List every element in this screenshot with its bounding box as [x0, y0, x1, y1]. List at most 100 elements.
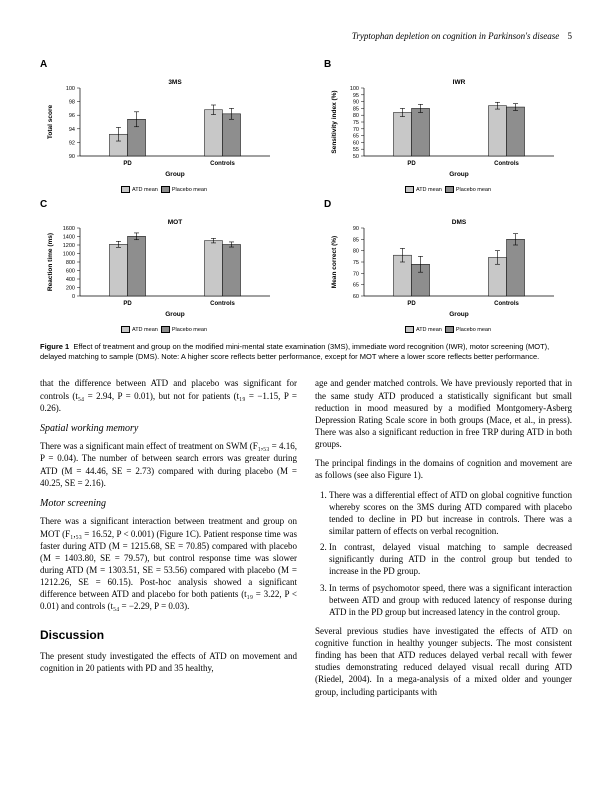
legend-label: Placebo mean [456, 187, 491, 193]
svg-text:Controls: Controls [494, 161, 519, 167]
bar-chart: 3MS9092949698100Total scorePDControlsGro… [40, 74, 288, 184]
svg-text:75: 75 [353, 120, 359, 126]
svg-text:75: 75 [353, 260, 359, 266]
svg-text:PD: PD [123, 301, 132, 307]
panel-label: D [324, 198, 331, 212]
svg-text:400: 400 [66, 277, 75, 283]
running-head: Tryptophan depletion on cognition in Par… [40, 30, 572, 42]
list-item: In contrast, delayed visual matching to … [329, 541, 572, 577]
chart-legend: ATD mean Placebo mean [324, 186, 572, 194]
legend-swatch-icon [445, 186, 454, 193]
svg-text:98: 98 [69, 99, 75, 105]
svg-text:Group: Group [449, 311, 469, 318]
svg-text:90: 90 [353, 226, 359, 232]
legend-swatch-icon [121, 326, 130, 333]
panel-d: D DMS 60 65 70 75 80 85 90 Mean correct (%) PD Cont… [324, 198, 572, 334]
svg-text:94: 94 [69, 126, 75, 132]
legend-label: ATD mean [132, 326, 158, 332]
svg-text:90: 90 [353, 99, 359, 105]
svg-text:60: 60 [353, 294, 359, 300]
svg-text:55: 55 [353, 147, 359, 153]
svg-text:60: 60 [353, 140, 359, 146]
legend-label: ATD mean [416, 326, 442, 332]
bar-chart: MOT02004006008001000120014001600Reaction… [40, 214, 288, 324]
list-item: In terms of psychomotor speed, there was… [329, 582, 572, 618]
panel-label: B [324, 58, 331, 72]
para-disc-3: Several previous studies have investigat… [315, 625, 572, 698]
body-columns: that the difference between ATD and plac… [40, 377, 572, 697]
bar-chart: DMS 60 65 70 75 80 85 90 Mean correct (%) PD Contr… [324, 214, 572, 324]
svg-text:85: 85 [353, 237, 359, 243]
legend-label: ATD mean [132, 187, 158, 193]
svg-text:1600: 1600 [63, 226, 75, 232]
findings-list: There was a differential effect of ATD o… [315, 489, 572, 618]
svg-text:200: 200 [66, 285, 75, 291]
svg-text:100: 100 [66, 86, 75, 92]
svg-text:1400: 1400 [63, 234, 75, 240]
svg-text:80: 80 [353, 248, 359, 254]
list-item: There was a differential effect of ATD o… [329, 489, 572, 538]
svg-text:800: 800 [66, 260, 75, 266]
svg-text:70: 70 [353, 271, 359, 277]
svg-text:Group: Group [165, 171, 185, 178]
heading-swm: Spatial working memory [40, 422, 297, 436]
legend-label: Placebo mean [172, 326, 207, 332]
heading-discussion: Discussion [40, 627, 297, 643]
svg-text:PD: PD [407, 301, 416, 307]
legend-label: ATD mean [416, 187, 442, 193]
svg-text:0: 0 [72, 294, 75, 300]
svg-text:Reaction time (ms): Reaction time (ms) [47, 232, 54, 290]
legend-swatch-icon [405, 186, 414, 193]
svg-text:Controls: Controls [210, 301, 235, 307]
svg-text:Sensitivity index (%): Sensitivity index (%) [331, 90, 338, 153]
figure-caption-text: Effect of treatment and group on the mod… [40, 342, 549, 361]
svg-text:MOT: MOT [168, 219, 182, 226]
svg-text:50: 50 [353, 154, 359, 160]
panel-a: A3MS9092949698100Total scorePDControlsGr… [40, 58, 288, 194]
chart-legend: ATD mean Placebo mean [40, 326, 288, 334]
figure-label: Figure 1 [40, 342, 69, 351]
heading-mot: Motor screening [40, 497, 297, 511]
running-title: Tryptophan depletion on cognition in Par… [352, 31, 559, 41]
svg-text:85: 85 [353, 106, 359, 112]
svg-text:65: 65 [353, 133, 359, 139]
legend-swatch-icon [405, 326, 414, 333]
legend-swatch-icon [445, 326, 454, 333]
para-mot: There was a significant interaction betw… [40, 515, 297, 612]
figure-caption: Figure 1 Effect of treatment and group o… [40, 342, 572, 362]
legend-swatch-icon [121, 186, 130, 193]
para-disc-2: age and gender matched controls. We have… [315, 377, 572, 450]
para-swm: There was a significant main effect of t… [40, 440, 297, 489]
svg-text:65: 65 [353, 282, 359, 288]
legend-label: Placebo mean [172, 187, 207, 193]
svg-text:1200: 1200 [63, 243, 75, 249]
svg-text:95: 95 [353, 92, 359, 98]
svg-text:Controls: Controls [494, 301, 519, 307]
figure-1: A 3MS 90 92 94 96 98 100 Total score PD Controls Gr… [40, 58, 572, 361]
svg-text:Group: Group [449, 171, 469, 178]
svg-text:IWR: IWR [453, 79, 466, 86]
svg-text:PD: PD [123, 161, 132, 167]
bar-chart: IWR50556065707580859095100Sensitivity in… [324, 74, 572, 184]
svg-text:600: 600 [66, 268, 75, 274]
svg-text:3MS: 3MS [168, 79, 182, 86]
panel-label: C [40, 198, 47, 212]
legend-swatch-icon [161, 186, 170, 193]
legend-swatch-icon [161, 326, 170, 333]
svg-text:PD: PD [407, 161, 416, 167]
chart-legend: ATD mean Placebo mean [324, 326, 572, 334]
para-disc-1: The present study investigated the effec… [40, 650, 297, 674]
svg-text:Total score: Total score [47, 104, 54, 139]
svg-text:Mean correct (%): Mean correct (%) [331, 235, 338, 287]
para-findings-intro: The principal findings in the domains of… [315, 457, 572, 481]
svg-text:96: 96 [69, 113, 75, 119]
panel-label: A [40, 58, 47, 72]
svg-text:DMS: DMS [452, 219, 467, 226]
svg-text:80: 80 [353, 113, 359, 119]
chart-legend: ATD mean Placebo mean [40, 186, 288, 194]
para-continuation: that the difference between ATD and plac… [40, 377, 297, 413]
svg-text:100: 100 [350, 86, 359, 92]
panel-c: CMOT02004006008001000120014001600Reactio… [40, 198, 288, 334]
svg-text:92: 92 [69, 140, 75, 146]
legend-label: Placebo mean [456, 326, 491, 332]
